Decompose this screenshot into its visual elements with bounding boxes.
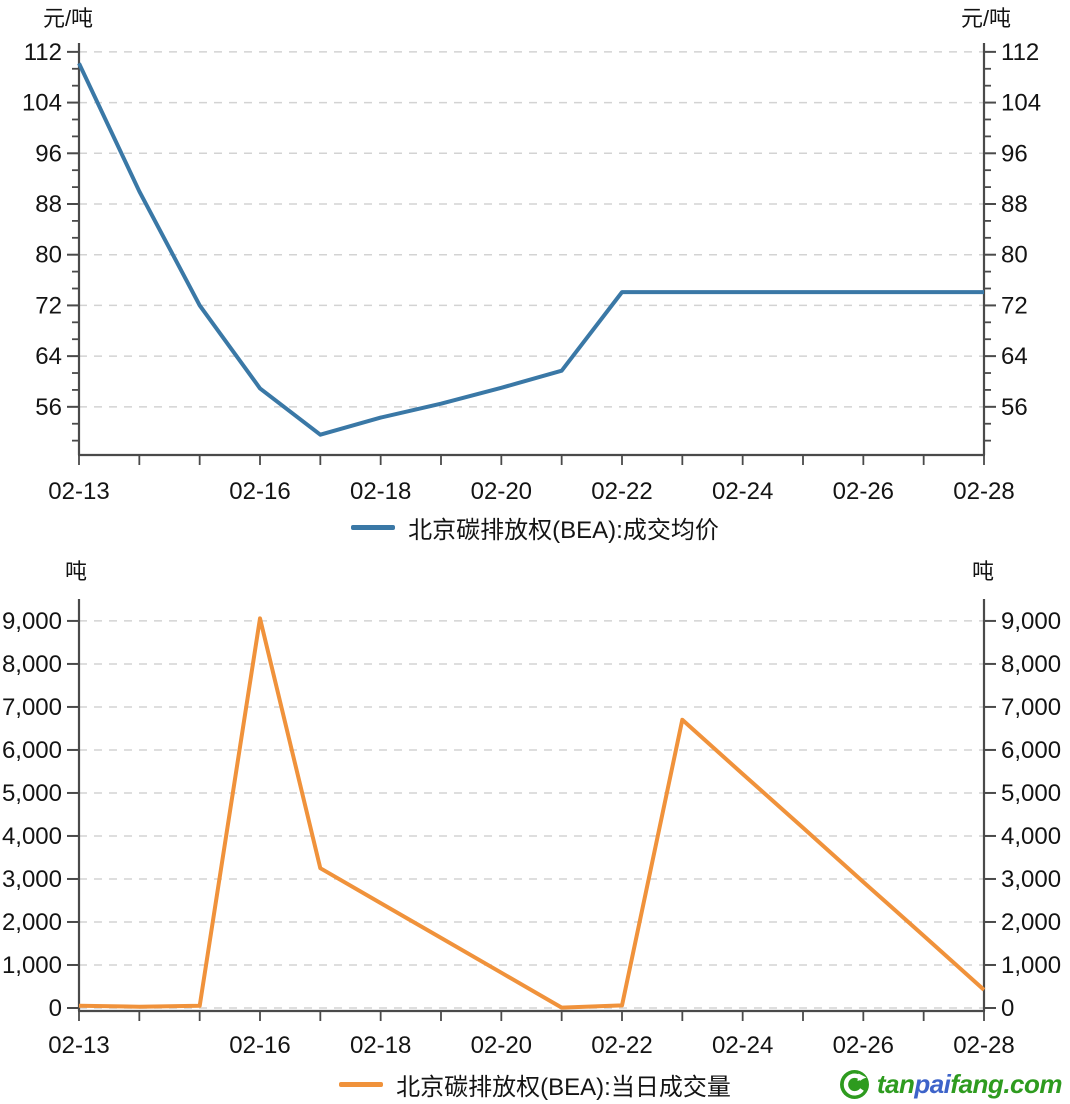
x-axis-label: 02-24 — [712, 478, 773, 505]
x-axis-label: 02-28 — [953, 478, 1014, 505]
x-axis-label: 02-20 — [471, 478, 532, 505]
y-axis-label-left: 8,000 — [2, 651, 62, 678]
y-axis-label-left: 4,000 — [2, 823, 62, 850]
unit-label-right: 吨 — [972, 559, 994, 584]
y-axis-label-right: 2,000 — [1001, 909, 1061, 936]
logo-text-pai: pai — [914, 1068, 951, 1099]
y-axis-label-right: 0 — [1001, 995, 1014, 1022]
x-axis-label: 02-18 — [350, 1032, 411, 1059]
x-axis-label: 02-16 — [229, 478, 290, 505]
y-axis-label-right: 1,000 — [1001, 952, 1061, 979]
y-axis-label-left: 7,000 — [2, 694, 62, 721]
x-axis-label: 02-24 — [712, 1032, 773, 1059]
price-legend-label: 北京碳排放权(BEA):成交均价 — [408, 516, 719, 544]
y-axis-label-left: 5,000 — [2, 780, 62, 807]
y-axis-label-left: 3,000 — [2, 866, 62, 893]
x-axis-label: 02-13 — [48, 478, 109, 505]
logo-text-tan: tan — [876, 1068, 915, 1099]
y-axis-label-left: 64 — [35, 343, 62, 370]
y-axis-label-right: 104 — [1001, 90, 1041, 117]
volume-legend-label: 北京碳排放权(BEA):当日成交量 — [396, 1073, 731, 1101]
price-legend-swatch — [351, 524, 396, 530]
logo-text-com: .com — [1003, 1068, 1062, 1099]
y-axis-label-right: 5,000 — [1001, 780, 1061, 807]
x-axis-label: 02-13 — [48, 1032, 109, 1059]
y-axis-label-left: 80 — [35, 242, 62, 269]
y-axis-label-right: 3,000 — [1001, 866, 1061, 893]
y-axis-label-right: 56 — [1001, 394, 1028, 421]
unit-label-left: 吨 — [65, 559, 87, 584]
y-axis-label-left: 6,000 — [2, 737, 62, 764]
price-legend: 北京碳排放权(BEA):成交均价 — [0, 507, 1070, 547]
y-axis-label-left: 9,000 — [2, 608, 62, 635]
x-axis-label: 02-28 — [953, 1032, 1014, 1059]
volume-legend-swatch — [339, 1081, 384, 1087]
tanpaifang-leaf-circle-icon — [839, 1069, 869, 1099]
unit-label-left: 元/吨 — [43, 6, 93, 31]
price-series-line — [77, 62, 984, 437]
logo-text-fang: fang — [950, 1068, 1004, 1099]
y-axis-label-right: 72 — [1001, 292, 1028, 319]
y-axis-label-left: 2,000 — [2, 909, 62, 936]
y-axis-label-left: 96 — [35, 140, 62, 167]
price-chart: 56 56 64 64 72 72 80 80 88 88 96 96 104 104 112 112 02-1… — [22, 6, 1041, 505]
y-axis-label-right: 80 — [1001, 242, 1028, 269]
y-axis-label-right: 6,000 — [1001, 737, 1061, 764]
x-axis-label: 02-16 — [229, 1032, 290, 1059]
volume-chart: 0 0 1,000 1,000 2,000 2,000 3,000 3,000 4,000 4,0… — [2, 559, 1061, 1059]
y-axis-label-right: 88 — [1001, 191, 1028, 218]
y-axis-label-left: 72 — [35, 292, 62, 319]
volume-legend: 北京碳排放权(BEA):当日成交量 — [0, 1064, 1070, 1104]
y-axis-label-left: 56 — [35, 394, 62, 421]
x-axis-label: 02-18 — [350, 478, 411, 505]
x-axis-label: 02-20 — [471, 1032, 532, 1059]
tanpaifang-logo: tanpaifang.com — [839, 1067, 1062, 1101]
y-axis-label-right: 112 — [1001, 39, 1039, 66]
y-axis-label-right: 7,000 — [1001, 694, 1061, 721]
y-axis-label-right: 96 — [1001, 140, 1028, 167]
y-axis-label-right: 4,000 — [1001, 823, 1061, 850]
unit-label-right: 元/吨 — [961, 6, 1011, 31]
y-axis-label-right: 64 — [1001, 343, 1028, 370]
y-axis-label-left: 112 — [24, 39, 62, 66]
y-axis-label-left: 1,000 — [2, 952, 62, 979]
x-axis-label: 02-26 — [833, 478, 894, 505]
y-axis-label-right: 9,000 — [1001, 608, 1061, 635]
volume-series-line — [78, 616, 986, 1010]
x-axis-label: 02-26 — [833, 1032, 894, 1059]
y-axis-label-left: 88 — [35, 191, 62, 218]
y-axis-label-left: 0 — [49, 995, 62, 1022]
x-axis-label: 02-22 — [591, 478, 652, 505]
y-axis-label-left: 104 — [22, 90, 62, 117]
tanpaifang-logo-text: tanpaifang.com — [876, 1068, 1063, 1100]
x-axis-label: 02-22 — [591, 1032, 652, 1059]
y-axis-label-right: 8,000 — [1001, 651, 1061, 678]
